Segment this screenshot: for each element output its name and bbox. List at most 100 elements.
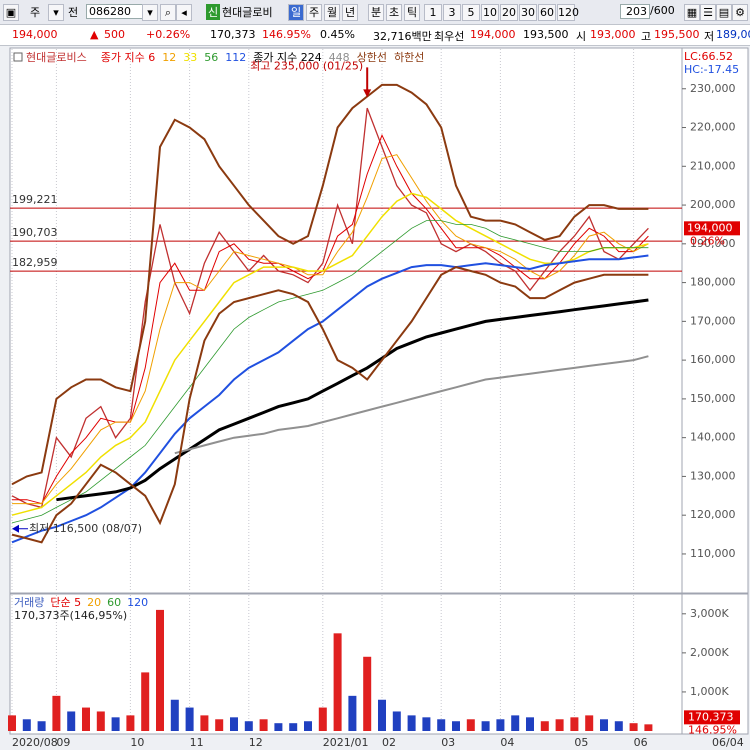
ask: 194,000 [470, 28, 516, 41]
volume-ratio: 146.95% [262, 28, 311, 41]
y-tick-label: 110,000 [690, 547, 736, 560]
best-label: 최우선 [434, 30, 465, 43]
volume-bar [82, 707, 90, 731]
volume-bar [52, 695, 61, 731]
series-line [11, 266, 649, 544]
legend-entry: 120 [127, 596, 148, 609]
y-tick-label: 140,000 [690, 431, 736, 444]
series-line [174, 355, 649, 455]
series-line [11, 107, 649, 509]
market[interactable]: 주 [30, 6, 41, 19]
open-label: 시 [576, 30, 587, 43]
series-line [11, 254, 649, 544]
corner-label: LC:66.52 [684, 50, 733, 63]
tool[interactable]: ▤ [716, 4, 732, 21]
y-tick-label: 230,000 [690, 82, 736, 95]
period-button[interactable]: 주 [306, 4, 322, 21]
volume-bar [318, 707, 327, 731]
volume-bar [422, 717, 431, 731]
change: 500 [104, 28, 125, 41]
level-label: 182,959 [12, 256, 58, 269]
volume-bar [156, 609, 164, 731]
interval-button[interactable]: 60 [538, 4, 556, 21]
period-button[interactable]: 년 [342, 4, 358, 21]
volume-bar [8, 715, 16, 731]
volume-bar [170, 699, 179, 731]
period-button[interactable]: 초 [386, 4, 402, 21]
interval-button[interactable]: 20 [500, 4, 518, 21]
volume-bar [289, 723, 298, 731]
price-axis [681, 47, 749, 594]
period-button[interactable]: 월 [324, 4, 340, 21]
volume-bar [259, 719, 268, 731]
y-tick-label: 170,000 [690, 314, 736, 327]
y-tick-label: 130,000 [690, 469, 736, 482]
volume-bar [67, 711, 76, 731]
dropdown[interactable]: ▾ [48, 4, 64, 21]
tool[interactable]: ▦ [684, 4, 700, 21]
volume-bar [407, 715, 416, 731]
stock-name: 현대글로비 [222, 6, 273, 19]
volume-bar [644, 724, 653, 731]
x-tick-label: 09 [56, 736, 70, 749]
legend-entry: 56 [204, 51, 218, 64]
legend-icon [13, 52, 23, 62]
search[interactable]: ⌕ [160, 4, 176, 21]
high: 195,500 [654, 28, 700, 41]
tool[interactable]: ⚙ [732, 4, 748, 21]
volume-bar [363, 656, 372, 731]
series-line [11, 220, 649, 524]
interval-button[interactable]: 1 [424, 4, 442, 21]
scope[interactable]: 전 [68, 6, 79, 19]
code-input[interactable]: 086280 [86, 4, 144, 19]
volume-panel [9, 593, 683, 735]
y-tick-label: 160,000 [690, 353, 736, 366]
interval-button[interactable]: 5 [462, 4, 480, 21]
volume-bar [126, 715, 135, 731]
turnover: 0.45% [320, 28, 355, 41]
sound[interactable]: ◂ [176, 4, 192, 21]
volume-bar [348, 695, 357, 731]
x-tick-label: 10 [130, 736, 144, 749]
legend-entry: 현대글로비스 [26, 51, 87, 64]
price: 194,000 [12, 28, 58, 41]
tool[interactable]: ☰ [700, 4, 716, 21]
volume-bar [200, 715, 209, 731]
interval-button[interactable]: 30 [519, 4, 537, 21]
y-tick-label: 3,000K [690, 607, 729, 620]
x-tick-label: 05 [574, 736, 588, 749]
y-tick-label: 150,000 [690, 392, 736, 405]
volume-ratio: 146.95% [688, 723, 737, 736]
high-label: 고 [641, 30, 652, 43]
corner-label: HC:-17.45 [684, 63, 739, 76]
period-button[interactable]: 틱 [404, 4, 420, 21]
icon[interactable]: ▣ [3, 4, 19, 21]
bid: 193,500 [523, 28, 569, 41]
legend-entry: 448 [329, 51, 350, 64]
period-button[interactable]: 분 [368, 4, 384, 21]
y-tick-label: 2,000K [690, 646, 729, 659]
volume-bar [481, 721, 490, 731]
level-label: 199,221 [12, 193, 58, 206]
volume: 170,373 [210, 28, 256, 41]
interval-button[interactable]: 10 [481, 4, 499, 21]
volume-bar [22, 719, 31, 731]
y-tick-label: 210,000 [690, 159, 736, 172]
price-change: 0.26% [690, 234, 725, 247]
volume-bar [96, 711, 105, 731]
dropdown[interactable]: ▾ [142, 4, 158, 21]
interval-button[interactable]: 3 [443, 4, 461, 21]
period-button[interactable]: 일 [288, 4, 304, 21]
annotation: 최저 116,500 (08/07) [29, 522, 142, 535]
interval-button[interactable]: 120 [557, 4, 579, 21]
y-tick-label: 120,000 [690, 508, 736, 521]
x-end-label: 06/04 [712, 736, 744, 749]
badge: 신 [206, 4, 221, 20]
volume-bar [555, 719, 564, 731]
x-tick-label: 03 [441, 736, 455, 749]
volume-bar [378, 699, 386, 731]
x-tick-label: 02 [382, 736, 396, 749]
legend-entry: 상한선 [357, 51, 387, 64]
count-input[interactable]: 203 [620, 4, 650, 19]
